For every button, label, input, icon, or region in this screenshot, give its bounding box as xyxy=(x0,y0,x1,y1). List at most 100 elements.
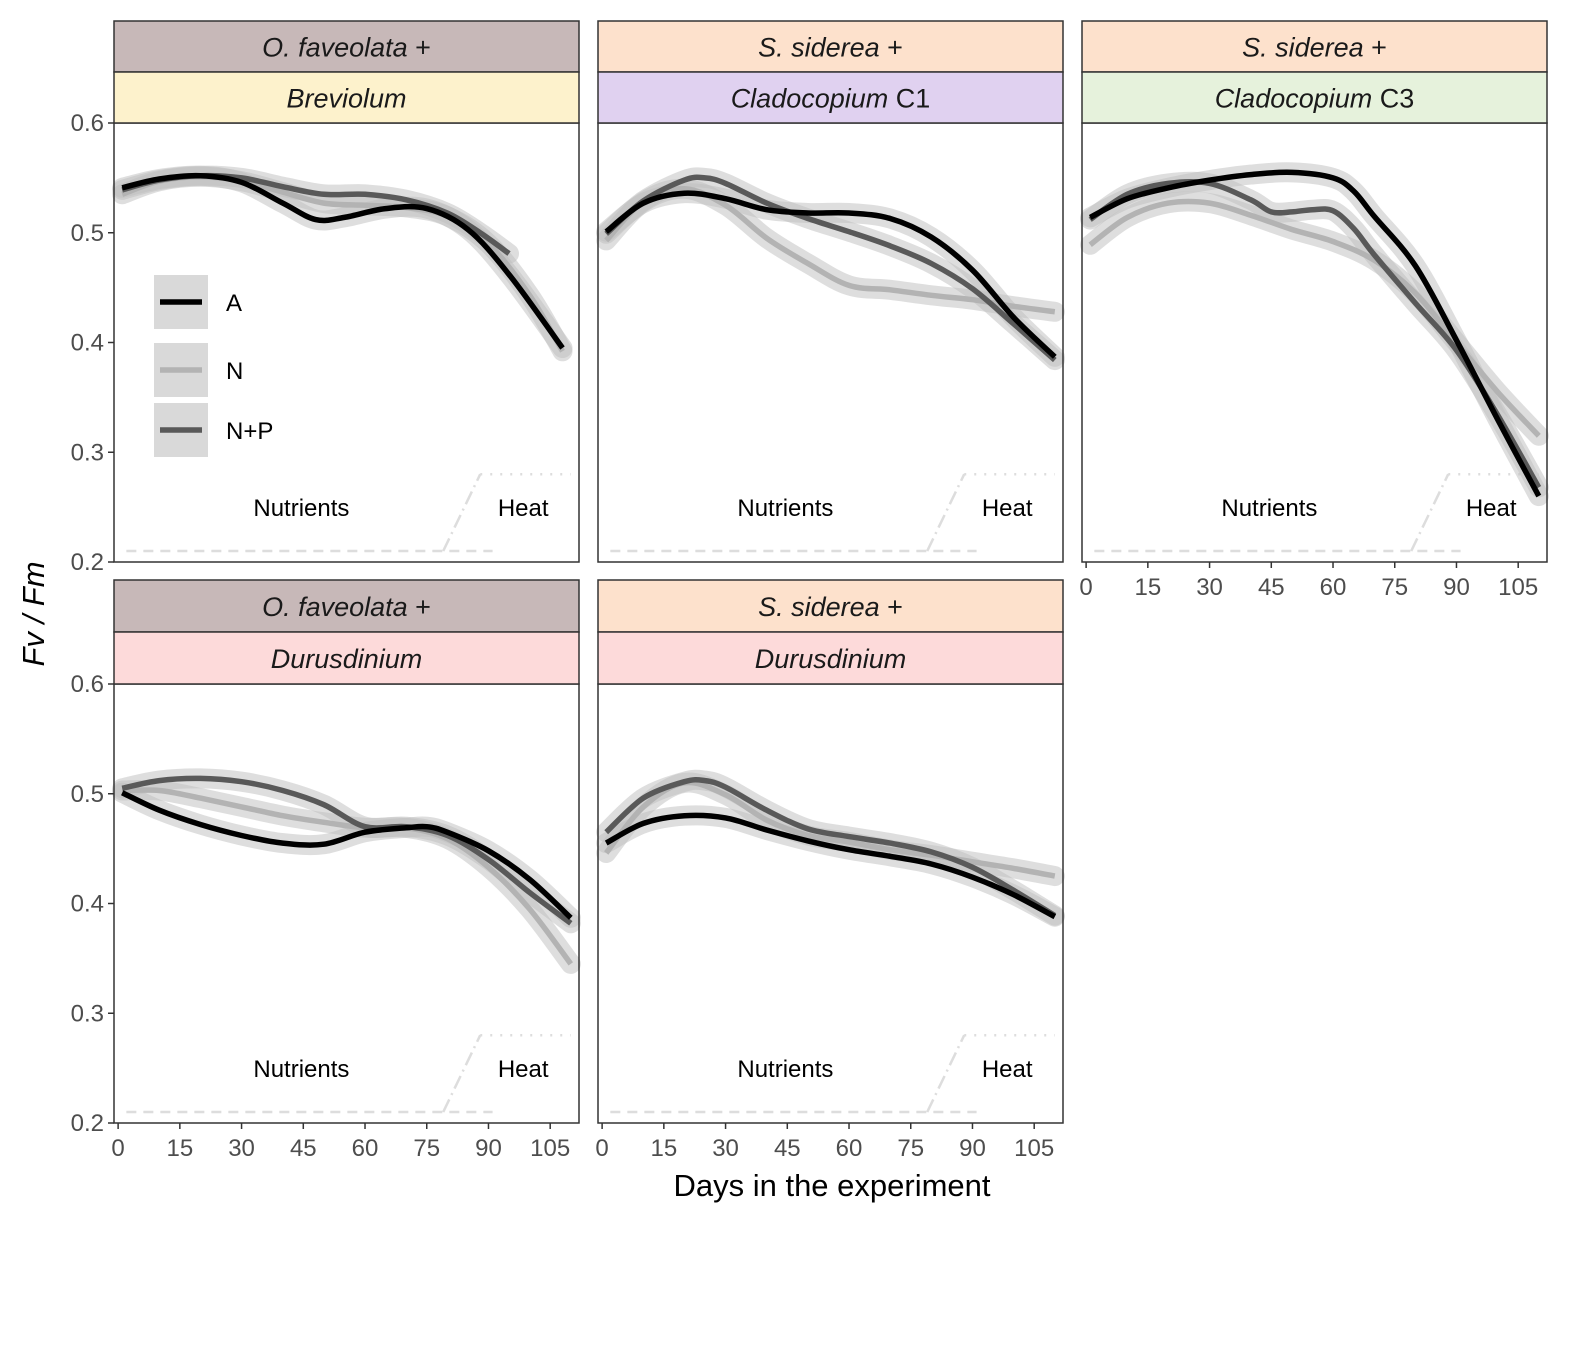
symbiont-label: Breviolum xyxy=(286,84,406,114)
y-tick-label: 0.4 xyxy=(71,891,104,918)
symbiont-label: Cladocopium C1 xyxy=(731,84,931,114)
series-line-npp xyxy=(121,775,573,926)
host-label: S. siderea + xyxy=(758,33,903,63)
legend: A N N+P xyxy=(154,275,273,457)
heat-ramp-line xyxy=(442,473,482,552)
x-tick-label: 45 xyxy=(1258,574,1285,601)
phase-label-nutrients: Nutrients xyxy=(737,1056,833,1083)
heat-ramp-line xyxy=(926,1034,966,1113)
y-tick-label: 0.6 xyxy=(71,110,104,137)
symbiont-strip xyxy=(1081,71,1548,124)
heat-ramp-line xyxy=(926,473,966,552)
y-tick-label: 0.3 xyxy=(71,439,104,466)
series-line-a xyxy=(604,190,1057,359)
facet-strip: O. faveolata + Durusdinium xyxy=(113,579,580,685)
host-suffix: + xyxy=(408,33,431,63)
symbiont-name: Durusdinium xyxy=(271,644,423,674)
series-line-npp xyxy=(1088,178,1542,489)
x-tick-label: 75 xyxy=(897,1135,924,1162)
x-tick-label: 0 xyxy=(111,1135,124,1162)
x-tick-label: 0 xyxy=(1079,574,1092,601)
symbiont-name: Cladocopium xyxy=(1215,84,1373,114)
y-tick-label: 0.2 xyxy=(71,1110,104,1137)
plot-background xyxy=(598,684,1063,1123)
facet-panel: Nutrients Heat S. siderea + Cladocopium C1 xyxy=(596,20,1065,563)
y-tick-label: 0.3 xyxy=(71,1000,104,1027)
host-strip xyxy=(113,20,580,73)
symbiont-strip xyxy=(597,631,1064,685)
x-tick-label: 75 xyxy=(413,1135,440,1162)
facet-strip: S. siderea + Cladocopium C3 xyxy=(1081,20,1548,124)
host-strip xyxy=(597,579,1064,633)
x-tick-label: 45 xyxy=(774,1135,801,1162)
facet-strip: S. siderea + Durusdinium xyxy=(597,579,1064,685)
heat-ramp-line xyxy=(1410,473,1450,552)
y-tick-label: 0.5 xyxy=(71,781,104,808)
x-tick-label: 105 xyxy=(530,1135,570,1162)
series-line-n xyxy=(604,186,1056,315)
legend-label: A xyxy=(226,290,242,317)
phase-indicator xyxy=(610,472,1055,553)
phase-label-heat: Heat xyxy=(498,1056,549,1083)
y-tick-label: 0.5 xyxy=(71,220,104,247)
heat-ramp-line xyxy=(442,1034,482,1113)
host-suffix: + xyxy=(1364,33,1387,63)
symbiont-label: Cladocopium C3 xyxy=(1215,84,1415,114)
x-tick-label: 60 xyxy=(1320,574,1347,601)
phase-indicator xyxy=(126,472,571,553)
series-line-n xyxy=(122,787,574,966)
host-suffix: + xyxy=(880,592,903,622)
host-strip xyxy=(113,579,580,633)
symbiont-name: Breviolum xyxy=(286,84,406,114)
series-line-a xyxy=(1088,169,1542,498)
x-tick-label: 90 xyxy=(959,1135,986,1162)
x-tick-label: 90 xyxy=(475,1135,502,1162)
host-strip xyxy=(597,20,1064,73)
phase-label-nutrients: Nutrients xyxy=(1221,495,1317,522)
symbiont-strip xyxy=(597,71,1064,124)
host-label: S. siderea + xyxy=(1242,33,1387,63)
phase-label-heat: Heat xyxy=(982,495,1033,522)
x-tick-label: 60 xyxy=(352,1135,379,1162)
x-tick-label: 15 xyxy=(166,1135,193,1162)
facet-strip: S. siderea + Cladocopium C1 xyxy=(597,20,1064,124)
symbiont-suffix: C1 xyxy=(888,84,930,114)
x-tick-label: 15 xyxy=(1134,574,1161,601)
series-line-npp xyxy=(604,776,1057,918)
y-tick-label: 0.6 xyxy=(71,671,104,698)
series-line-a xyxy=(121,790,573,920)
y-tick-label: 0.4 xyxy=(71,330,104,357)
series-line-npp xyxy=(604,174,1057,363)
facet-panel: Nutrients Heat O. faveolata + Durusdinium 0.… xyxy=(71,579,581,1162)
x-tick-label: 15 xyxy=(650,1135,677,1162)
host-name: S. siderea xyxy=(758,33,880,63)
host-name: O. faveolata xyxy=(262,592,408,622)
facet-panel: Nutrients Heat S. siderea + Durusdinium 0 15 3… xyxy=(595,579,1065,1162)
phase-label-nutrients: Nutrients xyxy=(253,495,349,522)
x-tick-label: 30 xyxy=(712,1135,739,1162)
host-name: O. faveolata xyxy=(262,33,408,63)
host-name: S. siderea xyxy=(1242,33,1364,63)
phase-label-heat: Heat xyxy=(1466,495,1517,522)
phase-indicator xyxy=(126,1033,571,1114)
host-label: O. faveolata + xyxy=(262,33,431,63)
phase-label-nutrients: Nutrients xyxy=(253,1056,349,1083)
series-line-a xyxy=(604,812,1057,920)
phase-label-heat: Heat xyxy=(982,1056,1033,1083)
facet-panel: Nutrients Heat S. siderea + Cladocopium C3 0… xyxy=(1079,20,1549,601)
series-line-a xyxy=(121,172,565,350)
y-axis-title: Fv / Fm xyxy=(16,561,51,666)
host-label: S. siderea + xyxy=(758,592,903,622)
x-tick-label: 45 xyxy=(290,1135,317,1162)
symbiont-suffix: C3 xyxy=(1372,84,1414,114)
legend-label: N xyxy=(226,358,243,385)
symbiont-name: Cladocopium xyxy=(731,84,889,114)
symbiont-strip xyxy=(113,71,580,124)
phase-label-nutrients: Nutrients xyxy=(737,495,833,522)
facet-strip: O. faveolata +Breviolum xyxy=(113,20,580,124)
symbiont-name: Durusdinium xyxy=(755,644,907,674)
x-tick-label: 60 xyxy=(836,1135,863,1162)
host-suffix: + xyxy=(408,592,431,622)
symbiont-label: Durusdinium xyxy=(755,644,907,674)
